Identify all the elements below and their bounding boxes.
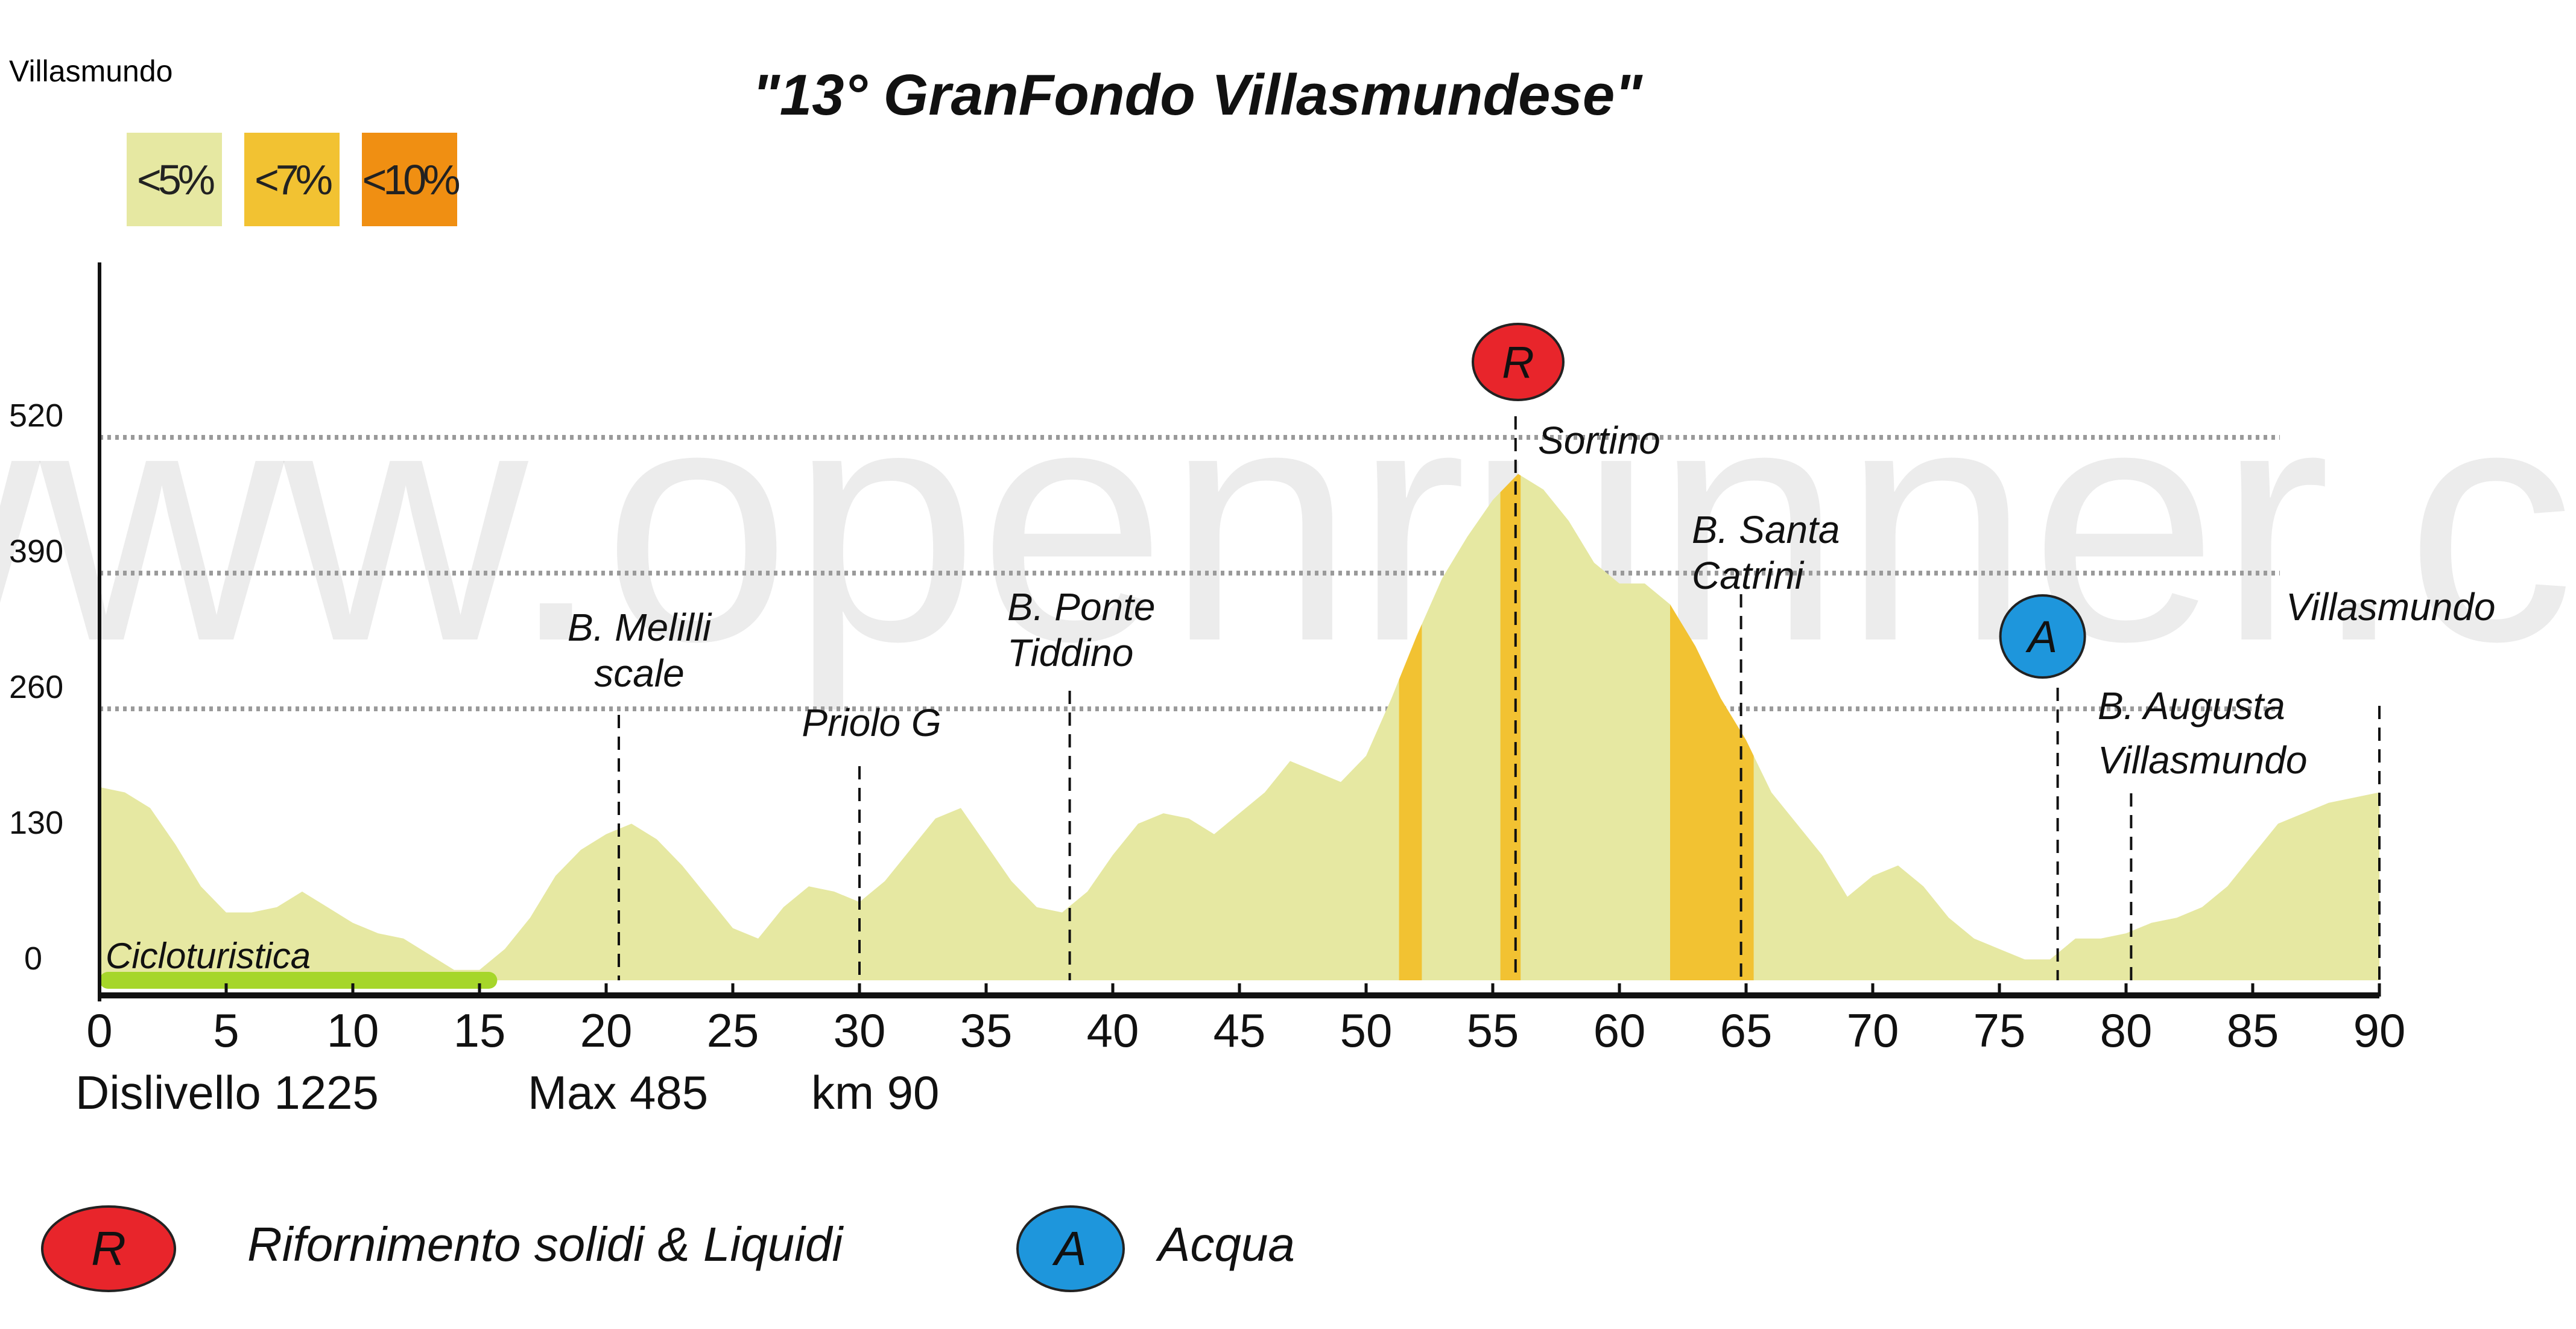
waypoint-label: B. Ponte Tiddino xyxy=(1007,585,1156,674)
axes: 0 5 10 15 20 25 30 35 40 45 50 55 60 65 70 75 80 85 90 0 130… xyxy=(9,262,2405,1057)
grid-layer xyxy=(100,435,2280,711)
marker-letter: A xyxy=(2025,612,2057,662)
x-tick-label: 45 xyxy=(1214,1004,1266,1057)
slope-swatch-label: <5% xyxy=(137,156,214,203)
slope-swatch-label: <10% xyxy=(362,156,460,203)
water-marker xyxy=(1999,594,2086,679)
x-tick-label: 5 xyxy=(213,1004,239,1057)
y-tick-label: 390 xyxy=(9,533,63,569)
waypoint-label-line: B. Ponte xyxy=(1007,585,1156,629)
waypoint-label-line: Sortino xyxy=(1538,419,1660,462)
slope-swatch xyxy=(127,133,222,226)
waypoint-label-line: Villasmundo xyxy=(2098,738,2307,782)
chart-title: "13° GranFondo Villasmundese" xyxy=(752,63,1643,127)
marker-legend: R Rifornimento solidi & Liquidi A Acqua xyxy=(41,1205,1295,1292)
legend-badge-text: Acqua xyxy=(1156,1217,1295,1271)
waypoint-label: Villasmundo xyxy=(2286,585,2495,629)
km-stat: km 90 xyxy=(811,1066,939,1119)
x-tick-label: 25 xyxy=(707,1004,759,1057)
x-tick-label: 10 xyxy=(327,1004,379,1057)
waypoint-label-line: Tiddino xyxy=(1007,631,1133,674)
waypoint-label: B. Augusta xyxy=(2098,684,2285,728)
steep-segment xyxy=(1500,474,1521,980)
x-tick-label: 40 xyxy=(1087,1004,1139,1057)
y-tick-label: 130 xyxy=(9,805,63,841)
waypoint-label-line: B. Santa xyxy=(1692,508,1840,551)
legend-r-badge xyxy=(41,1205,176,1292)
waypoint-label: Villasmundo xyxy=(2098,738,2307,782)
x-tick-label: 0 xyxy=(86,1004,112,1057)
y-tick-label: 0 xyxy=(24,940,42,977)
waypoint-label: B. Santa Catrini xyxy=(1692,508,1840,597)
x-tick-label: 70 xyxy=(1847,1004,1899,1057)
waypoint-label-line: B. Melilli xyxy=(568,606,712,649)
x-tick-label: 20 xyxy=(580,1004,633,1057)
marker-layer: RA xyxy=(1472,323,2086,679)
x-tick-label: 60 xyxy=(1593,1004,1646,1057)
legend-a-badge xyxy=(1016,1205,1125,1292)
x-tick-label: 75 xyxy=(1973,1004,2026,1057)
waypoint-layer: B. Melilli scale Priolo G B. Ponte Tiddino So… xyxy=(568,416,2495,980)
waypoint-label-line: B. Augusta xyxy=(2098,684,2285,728)
slope-swatch xyxy=(244,133,340,226)
x-tick-label: 30 xyxy=(834,1004,886,1057)
slope-swatch-label: <7% xyxy=(255,156,332,203)
max-stat: Max 485 xyxy=(528,1066,708,1119)
watermark: © www.openrunner.com xyxy=(0,334,2576,714)
waypoint-label: Priolo G xyxy=(802,701,941,744)
waypoint-label-line: Priolo G xyxy=(802,701,941,744)
waypoint-label-line: Catrini xyxy=(1692,554,1805,597)
legend-badge-text: Rifornimento solidi & Liquidi xyxy=(247,1217,844,1271)
corner-label: Villasmundo xyxy=(9,54,172,88)
marker-letter: R xyxy=(1502,337,1534,387)
waypoint-label-line: scale xyxy=(594,652,684,695)
x-tick-label: 80 xyxy=(2100,1004,2153,1057)
refreshment-marker xyxy=(1472,323,1565,401)
waypoint-label: Sortino xyxy=(1538,419,1660,462)
slope-swatch xyxy=(362,133,457,226)
x-tick-label: 50 xyxy=(1340,1004,1393,1057)
elevation-profile-area xyxy=(100,474,2379,980)
y-tick-label: 520 xyxy=(9,398,63,434)
x-tick-label: 55 xyxy=(1467,1004,1519,1057)
x-tick-label: 85 xyxy=(2227,1004,2279,1057)
cicloturistica-route-bar xyxy=(100,972,498,989)
waypoint-label: B. Melilli scale xyxy=(568,606,712,695)
x-tick-label: 15 xyxy=(454,1004,506,1057)
slope-legend: <5% <7% <10% xyxy=(127,133,463,226)
legend-badge-letter: R xyxy=(91,1222,126,1275)
stats-line: Dislivello 1225 Max 485 km 90 xyxy=(75,1066,939,1119)
y-tick-label: 260 xyxy=(9,669,63,705)
dislivello-stat: Dislivello 1225 xyxy=(75,1066,379,1119)
legend-badge-letter: A xyxy=(1052,1222,1086,1275)
x-tick-label: 35 xyxy=(960,1004,1013,1057)
x-tick-label: 90 xyxy=(2353,1004,2406,1057)
waypoint-label-line: Villasmundo xyxy=(2286,585,2495,629)
x-tick-label: 65 xyxy=(1720,1004,1773,1057)
cicloturistica-label: Cicloturistica xyxy=(106,936,311,976)
